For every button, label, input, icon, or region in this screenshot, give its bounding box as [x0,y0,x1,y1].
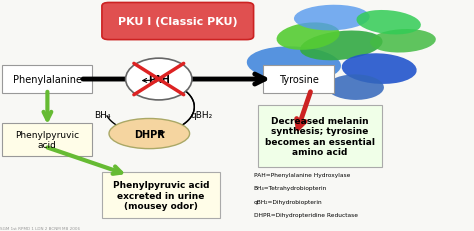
Text: DHPR: DHPR [134,129,164,139]
Text: Phenylpyruvic acid
excreted in urine
(mousey odor): Phenylpyruvic acid excreted in urine (mo… [113,180,210,210]
FancyBboxPatch shape [263,66,334,94]
Text: Decreased melanin
synthesis; tyrosine
becomes an essential
amino acid: Decreased melanin synthesis; tyrosine be… [265,116,375,156]
Text: PKU I (Classic PKU): PKU I (Classic PKU) [118,17,237,27]
Text: qBH₂=Dihydrobiopterin: qBH₂=Dihydrobiopterin [254,199,322,204]
FancyBboxPatch shape [2,124,92,156]
Ellipse shape [294,6,370,31]
FancyBboxPatch shape [2,66,92,94]
FancyBboxPatch shape [102,172,220,218]
FancyBboxPatch shape [258,105,382,167]
Ellipse shape [342,54,417,85]
FancyBboxPatch shape [102,3,254,40]
Text: SGM 1st RPMD 1 LDN 2 BCNM MB 2006: SGM 1st RPMD 1 LDN 2 BCNM MB 2006 [0,226,80,230]
Ellipse shape [276,23,340,51]
Text: Tyrosine: Tyrosine [279,75,319,85]
Text: PAH: PAH [148,75,170,85]
Text: BH₄=Tetrahydrobiopterin: BH₄=Tetrahydrobiopterin [254,185,327,191]
Text: Phenylalanine: Phenylalanine [13,75,82,85]
Ellipse shape [300,31,383,61]
Text: qBH₂: qBH₂ [191,111,212,120]
Text: Phenylpyruvic
acid: Phenylpyruvic acid [15,130,80,149]
Ellipse shape [327,75,384,100]
Text: DHPR=Dihydropteridine Reductase: DHPR=Dihydropteridine Reductase [254,212,357,217]
Text: BH₄: BH₄ [94,111,110,120]
Ellipse shape [356,11,421,35]
Ellipse shape [126,59,192,100]
Ellipse shape [109,119,190,149]
Ellipse shape [370,30,436,53]
Text: PAH=Phenylalanine Hydroxylase: PAH=Phenylalanine Hydroxylase [254,172,350,177]
Ellipse shape [247,47,341,82]
